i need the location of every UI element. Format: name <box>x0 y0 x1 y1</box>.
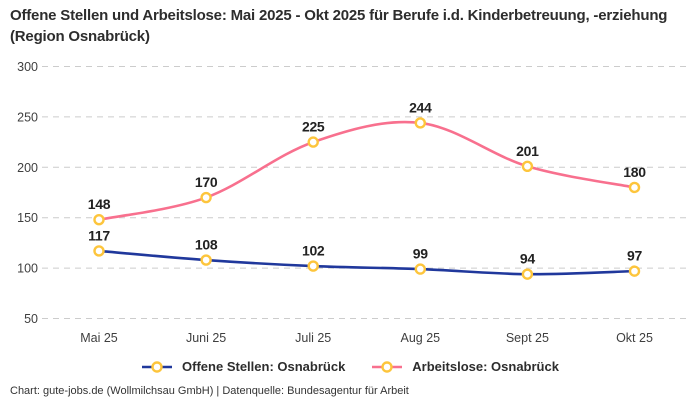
y-tick-label: 300 <box>17 60 38 74</box>
x-tick-label: Juli 25 <box>295 331 331 345</box>
data-point-label-offene-stellen: 117 <box>88 227 110 243</box>
line-chart: 50 100 150 200 250 300 Mai 25 Juni 25 Juli 25 Aug… <box>17 60 688 345</box>
data-point-marker-offene-stellen <box>200 254 212 266</box>
data-point-label-offene-stellen: 108 <box>195 237 218 253</box>
data-point-label-offene-stellen: 99 <box>413 246 428 262</box>
data-point-label-offene-stellen: 94 <box>520 251 535 267</box>
data-point-marker-offene-stellen <box>628 265 641 277</box>
series-line-offene-stellen <box>97 249 636 276</box>
legend: Offene Stellen: Osnabrück Arbeitslose: O… <box>0 359 700 374</box>
data-point-marker-arbeitslose <box>414 117 426 129</box>
data-point-marker-arbeitslose <box>628 181 641 194</box>
data-point-label-arbeitslose: 148 <box>88 196 111 212</box>
data-point-label-arbeitslose: 225 <box>302 119 325 135</box>
data-point-marker-offene-stellen <box>307 260 319 272</box>
legend-label-arbeitslose: Arbeitslose: Osnabrück <box>412 359 559 374</box>
y-tick-label: 100 <box>17 262 38 276</box>
series-line-arbeitslose <box>97 120 636 222</box>
data-point-label-offene-stellen: 102 <box>302 243 325 259</box>
data-point-marker-arbeitslose <box>200 191 212 204</box>
legend-label-offene-stellen: Offene Stellen: Osnabrück <box>182 359 346 374</box>
data-point-label-arbeitslose: 170 <box>195 174 218 190</box>
data-point-marker-arbeitslose <box>93 214 105 226</box>
data-point-label-arbeitslose: 201 <box>516 143 539 159</box>
legend-item-arbeitslose: Arbeitslose: Osnabrück <box>371 359 559 374</box>
legend-line-marker-icon <box>142 360 173 373</box>
data-point-marker-arbeitslose <box>307 136 319 148</box>
chart-title: Offene Stellen und Arbeitslose: Mai 2025… <box>10 7 668 45</box>
attribution-text: Chart: gute-jobs.de (Wollmilchsau GmbH) … <box>10 385 409 397</box>
data-point-marker-offene-stellen <box>521 268 534 280</box>
data-point-label-arbeitslose: 180 <box>623 164 646 180</box>
x-tick-label: Okt 25 <box>616 331 653 345</box>
data-point-label-arbeitslose: 244 <box>409 99 432 115</box>
y-tick-label: 250 <box>17 110 38 124</box>
data-point-marker-offene-stellen <box>414 263 426 275</box>
y-tick-label: 150 <box>17 211 38 225</box>
legend-line-marker-icon <box>372 360 403 373</box>
x-tick-label: Mai 25 <box>80 331 118 345</box>
x-tick-label: Sept 25 <box>506 331 549 345</box>
legend-item-offene-stellen: Offene Stellen: Osnabrück <box>141 359 345 374</box>
y-tick-label: 50 <box>24 312 38 326</box>
data-point-label-offene-stellen: 97 <box>627 248 642 264</box>
y-tick-label: 200 <box>17 161 38 175</box>
data-point-marker-offene-stellen <box>93 245 105 257</box>
x-tick-label: Aug 25 <box>400 331 440 345</box>
x-tick-label: Juni 25 <box>186 331 226 345</box>
data-point-marker-arbeitslose <box>521 160 534 172</box>
